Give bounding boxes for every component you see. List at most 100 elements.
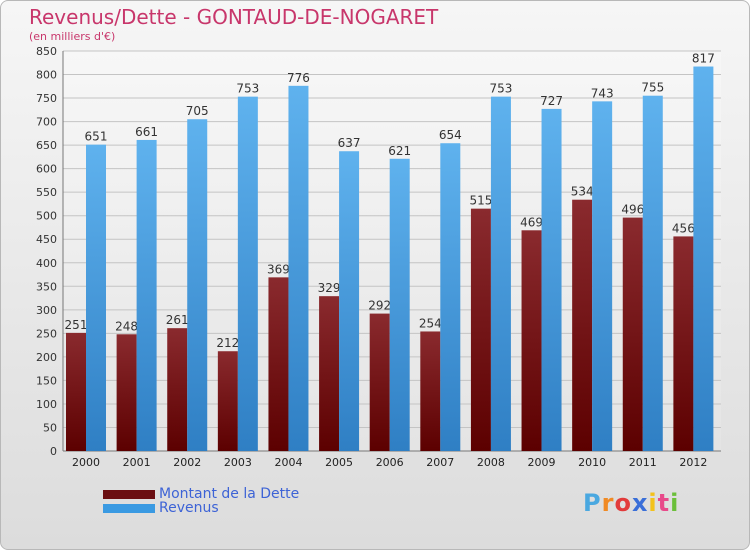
data-label-revenus: 753 — [489, 82, 512, 96]
x-tick-label: 2002 — [173, 456, 201, 469]
data-label-dette: 456 — [672, 221, 695, 235]
y-tick-label: 600 — [36, 163, 57, 176]
logo-letter: o — [614, 489, 632, 517]
bar-revenus — [490, 96, 511, 451]
y-tick-label: 700 — [36, 116, 57, 129]
bar-revenus — [86, 144, 106, 451]
x-tick-label: 2011 — [629, 456, 657, 469]
bar-revenus — [237, 96, 258, 451]
data-label-dette: 251 — [65, 318, 88, 332]
data-label-dette: 212 — [216, 336, 239, 350]
data-label-revenus: 727 — [540, 94, 563, 108]
legend-label-revenus: Revenus — [159, 500, 219, 516]
x-tick-label: 2009 — [528, 456, 556, 469]
bar-revenus — [288, 85, 309, 451]
y-tick-label: 200 — [36, 351, 57, 364]
y-tick-label: 850 — [36, 45, 57, 58]
bar-revenus — [693, 66, 714, 451]
logo-letter: r — [601, 489, 615, 517]
bar-dette — [167, 328, 188, 451]
data-label-revenus: 654 — [439, 128, 462, 142]
legend: Montant de la Dette Revenus — [103, 486, 300, 516]
data-label-dette: 534 — [571, 185, 594, 199]
x-tick-label: 2004 — [274, 456, 302, 469]
logo-letter: i — [670, 489, 680, 517]
bar-dette — [369, 313, 390, 451]
y-tick-label: 300 — [36, 304, 57, 317]
data-label-revenus: 661 — [135, 125, 158, 139]
data-label-dette: 329 — [318, 281, 341, 295]
y-tick-label: 100 — [36, 398, 57, 411]
bar-dette — [521, 230, 542, 451]
logo-letter: i — [648, 489, 658, 517]
y-tick-label: 0 — [50, 445, 57, 458]
bar-dette — [319, 296, 340, 451]
x-tick-label: 2010 — [578, 456, 606, 469]
bar-revenus — [440, 143, 461, 451]
data-label-dette: 496 — [621, 203, 644, 217]
y-tick-label: 450 — [36, 233, 57, 246]
x-tick-label: 2000 — [72, 456, 100, 469]
y-tick-label: 800 — [36, 69, 57, 82]
data-label-revenus: 651 — [85, 130, 108, 144]
legend-swatch-dette — [103, 489, 155, 499]
bar-dette — [116, 334, 137, 451]
x-tick-label: 2007 — [426, 456, 454, 469]
y-tick-label: 500 — [36, 210, 57, 223]
data-label-revenus: 755 — [641, 81, 664, 95]
x-tick-label: 2012 — [679, 456, 707, 469]
y-tick-label: 350 — [36, 280, 57, 293]
bar-revenus — [642, 95, 663, 452]
data-label-revenus: 637 — [338, 136, 361, 150]
data-label-revenus: 817 — [692, 52, 715, 66]
proxiti-logo: Proxiti — [583, 489, 679, 517]
y-tick-label: 150 — [36, 374, 57, 387]
logo-letter: P — [583, 489, 602, 517]
bar-revenus — [136, 139, 157, 452]
bar-revenus — [187, 119, 208, 451]
y-tick-label: 50 — [43, 421, 57, 434]
legend-label-dette: Montant de la Dette — [159, 486, 300, 502]
bar-revenus — [389, 158, 410, 451]
legend-item-revenus: Revenus — [103, 500, 299, 516]
logo-letter: t — [657, 489, 671, 517]
bar-dette — [268, 277, 289, 451]
y-tick-label: 550 — [36, 186, 57, 199]
data-label-revenus: 705 — [186, 104, 209, 118]
bar-revenus — [339, 151, 360, 451]
chart-subtitle: (en milliers d'€) — [29, 30, 116, 43]
data-label-dette: 248 — [115, 319, 138, 333]
x-tick-label: 2008 — [477, 456, 505, 469]
chart-title: Revenus/Dette - GONTAUD-DE-NOGARET — [29, 5, 439, 29]
bar-dette — [673, 236, 694, 451]
data-label-dette: 369 — [267, 262, 290, 276]
data-label-revenus: 776 — [287, 71, 310, 85]
bar-dette — [217, 351, 238, 451]
x-tick-label: 2005 — [325, 456, 353, 469]
data-label-revenus: 621 — [388, 144, 411, 158]
bar-dette — [470, 208, 491, 451]
data-label-dette: 261 — [166, 313, 189, 327]
y-tick-label: 250 — [36, 327, 57, 340]
bar-revenus — [541, 108, 562, 451]
data-label-revenus: 753 — [236, 82, 259, 96]
y-tick-label: 750 — [36, 92, 57, 105]
bar-dette — [572, 199, 593, 451]
data-label-dette: 469 — [520, 215, 543, 229]
y-tick-label: 650 — [36, 139, 57, 152]
bar-dette — [420, 331, 441, 451]
data-label-dette: 292 — [368, 299, 391, 313]
bar-revenus — [592, 101, 613, 452]
legend-swatch-revenus — [103, 503, 155, 513]
x-tick-label: 2006 — [376, 456, 404, 469]
x-tick-label: 2001 — [123, 456, 151, 469]
bar-dette — [66, 332, 86, 451]
data-label-revenus: 743 — [591, 86, 614, 100]
y-tick-label: 400 — [36, 257, 57, 270]
logo-letter: x — [631, 489, 649, 517]
legend-item-dette: Montant de la Dette — [103, 486, 300, 502]
data-label-dette: 254 — [419, 316, 442, 330]
data-label-dette: 515 — [469, 194, 492, 208]
